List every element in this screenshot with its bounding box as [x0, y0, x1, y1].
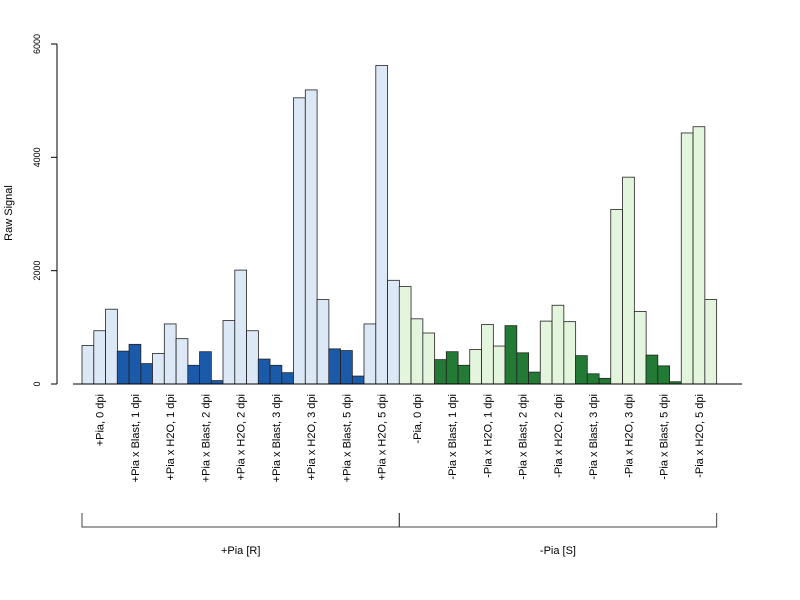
category-labels: +Pia, 0 dpi +Pia x Blast, 1 dpi +Pia x H2O… — [95, 394, 706, 482]
category-label: -Pia x H2O, 3 dpi — [623, 394, 635, 478]
bar — [340, 350, 353, 385]
category-label: -Pia x H2O, 1 dpi — [482, 394, 494, 478]
category-label: +Pia x H2O, 1 dpi — [165, 394, 177, 481]
bar — [469, 349, 482, 385]
bar — [575, 355, 588, 385]
bar — [680, 132, 694, 385]
bar — [269, 364, 283, 385]
category-label: +Pia x H2O, 3 dpi — [306, 394, 318, 481]
bar — [610, 209, 623, 385]
category-label: -Pia x H2O, 2 dpi — [553, 394, 565, 478]
category-label: +Pia x Blast, 2 dpi — [200, 394, 212, 482]
group-label: +Pia [R] — [221, 545, 260, 557]
bar — [222, 320, 236, 385]
y-tick-label: 0 — [32, 381, 42, 386]
bar — [105, 308, 118, 385]
bar — [375, 65, 388, 385]
bar — [163, 323, 177, 385]
bar — [457, 364, 471, 385]
bar — [492, 345, 506, 385]
bar — [187, 364, 200, 385]
bar — [586, 373, 600, 385]
bar — [422, 332, 436, 385]
bar — [551, 304, 565, 385]
bar — [434, 359, 447, 385]
group-bracket — [81, 513, 400, 528]
y-tick-label: 4000 — [32, 147, 42, 167]
bar — [199, 351, 212, 385]
category-label: +Pia x H2O, 2 dpi — [236, 394, 248, 481]
bar — [304, 89, 318, 385]
bar — [598, 377, 612, 385]
bar — [563, 321, 577, 385]
category-label: -Pia x H2O, 5 dpi — [694, 394, 706, 478]
bar — [410, 318, 424, 385]
bar — [257, 358, 271, 385]
category-label: +Pia, 0 dpi — [95, 394, 107, 446]
bar — [351, 375, 365, 385]
bar — [645, 354, 659, 385]
category-label: -Pia x Blast, 2 dpi — [518, 394, 530, 480]
bar — [328, 348, 341, 385]
bar — [704, 299, 718, 385]
group-label: -Pia [S] — [540, 545, 576, 557]
category-label: +Pia x Blast, 1 dpi — [130, 394, 142, 482]
bar — [363, 323, 377, 385]
group-brackets: +Pia [R] -Pia [S] — [81, 513, 718, 557]
group-bracket — [398, 513, 718, 528]
bar — [210, 380, 224, 385]
bar — [528, 371, 541, 385]
category-label: +Pia x Blast, 5 dpi — [341, 394, 353, 482]
bar — [657, 365, 670, 385]
y-tick-label: 2000 — [32, 261, 42, 281]
y-axis-label: Raw Signal — [3, 185, 15, 241]
bar — [128, 343, 142, 385]
bar — [140, 363, 154, 385]
category-label: -Pia x Blast, 3 dpi — [588, 394, 600, 480]
bar — [516, 352, 529, 385]
y-axis: 0 2000 4000 6000 — [32, 34, 58, 387]
bar — [481, 324, 494, 385]
bars — [81, 65, 718, 385]
bar — [93, 330, 107, 385]
category-label: -Pia x Blast, 5 dpi — [659, 394, 671, 480]
bar — [175, 338, 189, 385]
bar — [445, 351, 459, 385]
y-tick-label: 6000 — [32, 34, 42, 54]
bar — [234, 269, 248, 385]
category-label: -Pia x Blast, 1 dpi — [447, 394, 459, 480]
bar — [692, 126, 706, 385]
bar — [81, 345, 95, 385]
bar — [504, 325, 518, 385]
bar — [387, 279, 400, 385]
bar — [281, 372, 295, 385]
bar — [398, 286, 412, 385]
category-label: -Pia, 0 dpi — [412, 394, 424, 444]
bar — [152, 352, 165, 385]
bar — [622, 176, 635, 385]
bar — [116, 350, 130, 385]
category-label: +Pia x H2O, 5 dpi — [377, 394, 389, 481]
bar — [316, 299, 330, 385]
bar — [633, 311, 647, 385]
bar — [539, 320, 553, 385]
bar — [246, 330, 259, 385]
category-label: +Pia x Blast, 3 dpi — [271, 394, 283, 482]
bar — [293, 97, 306, 385]
